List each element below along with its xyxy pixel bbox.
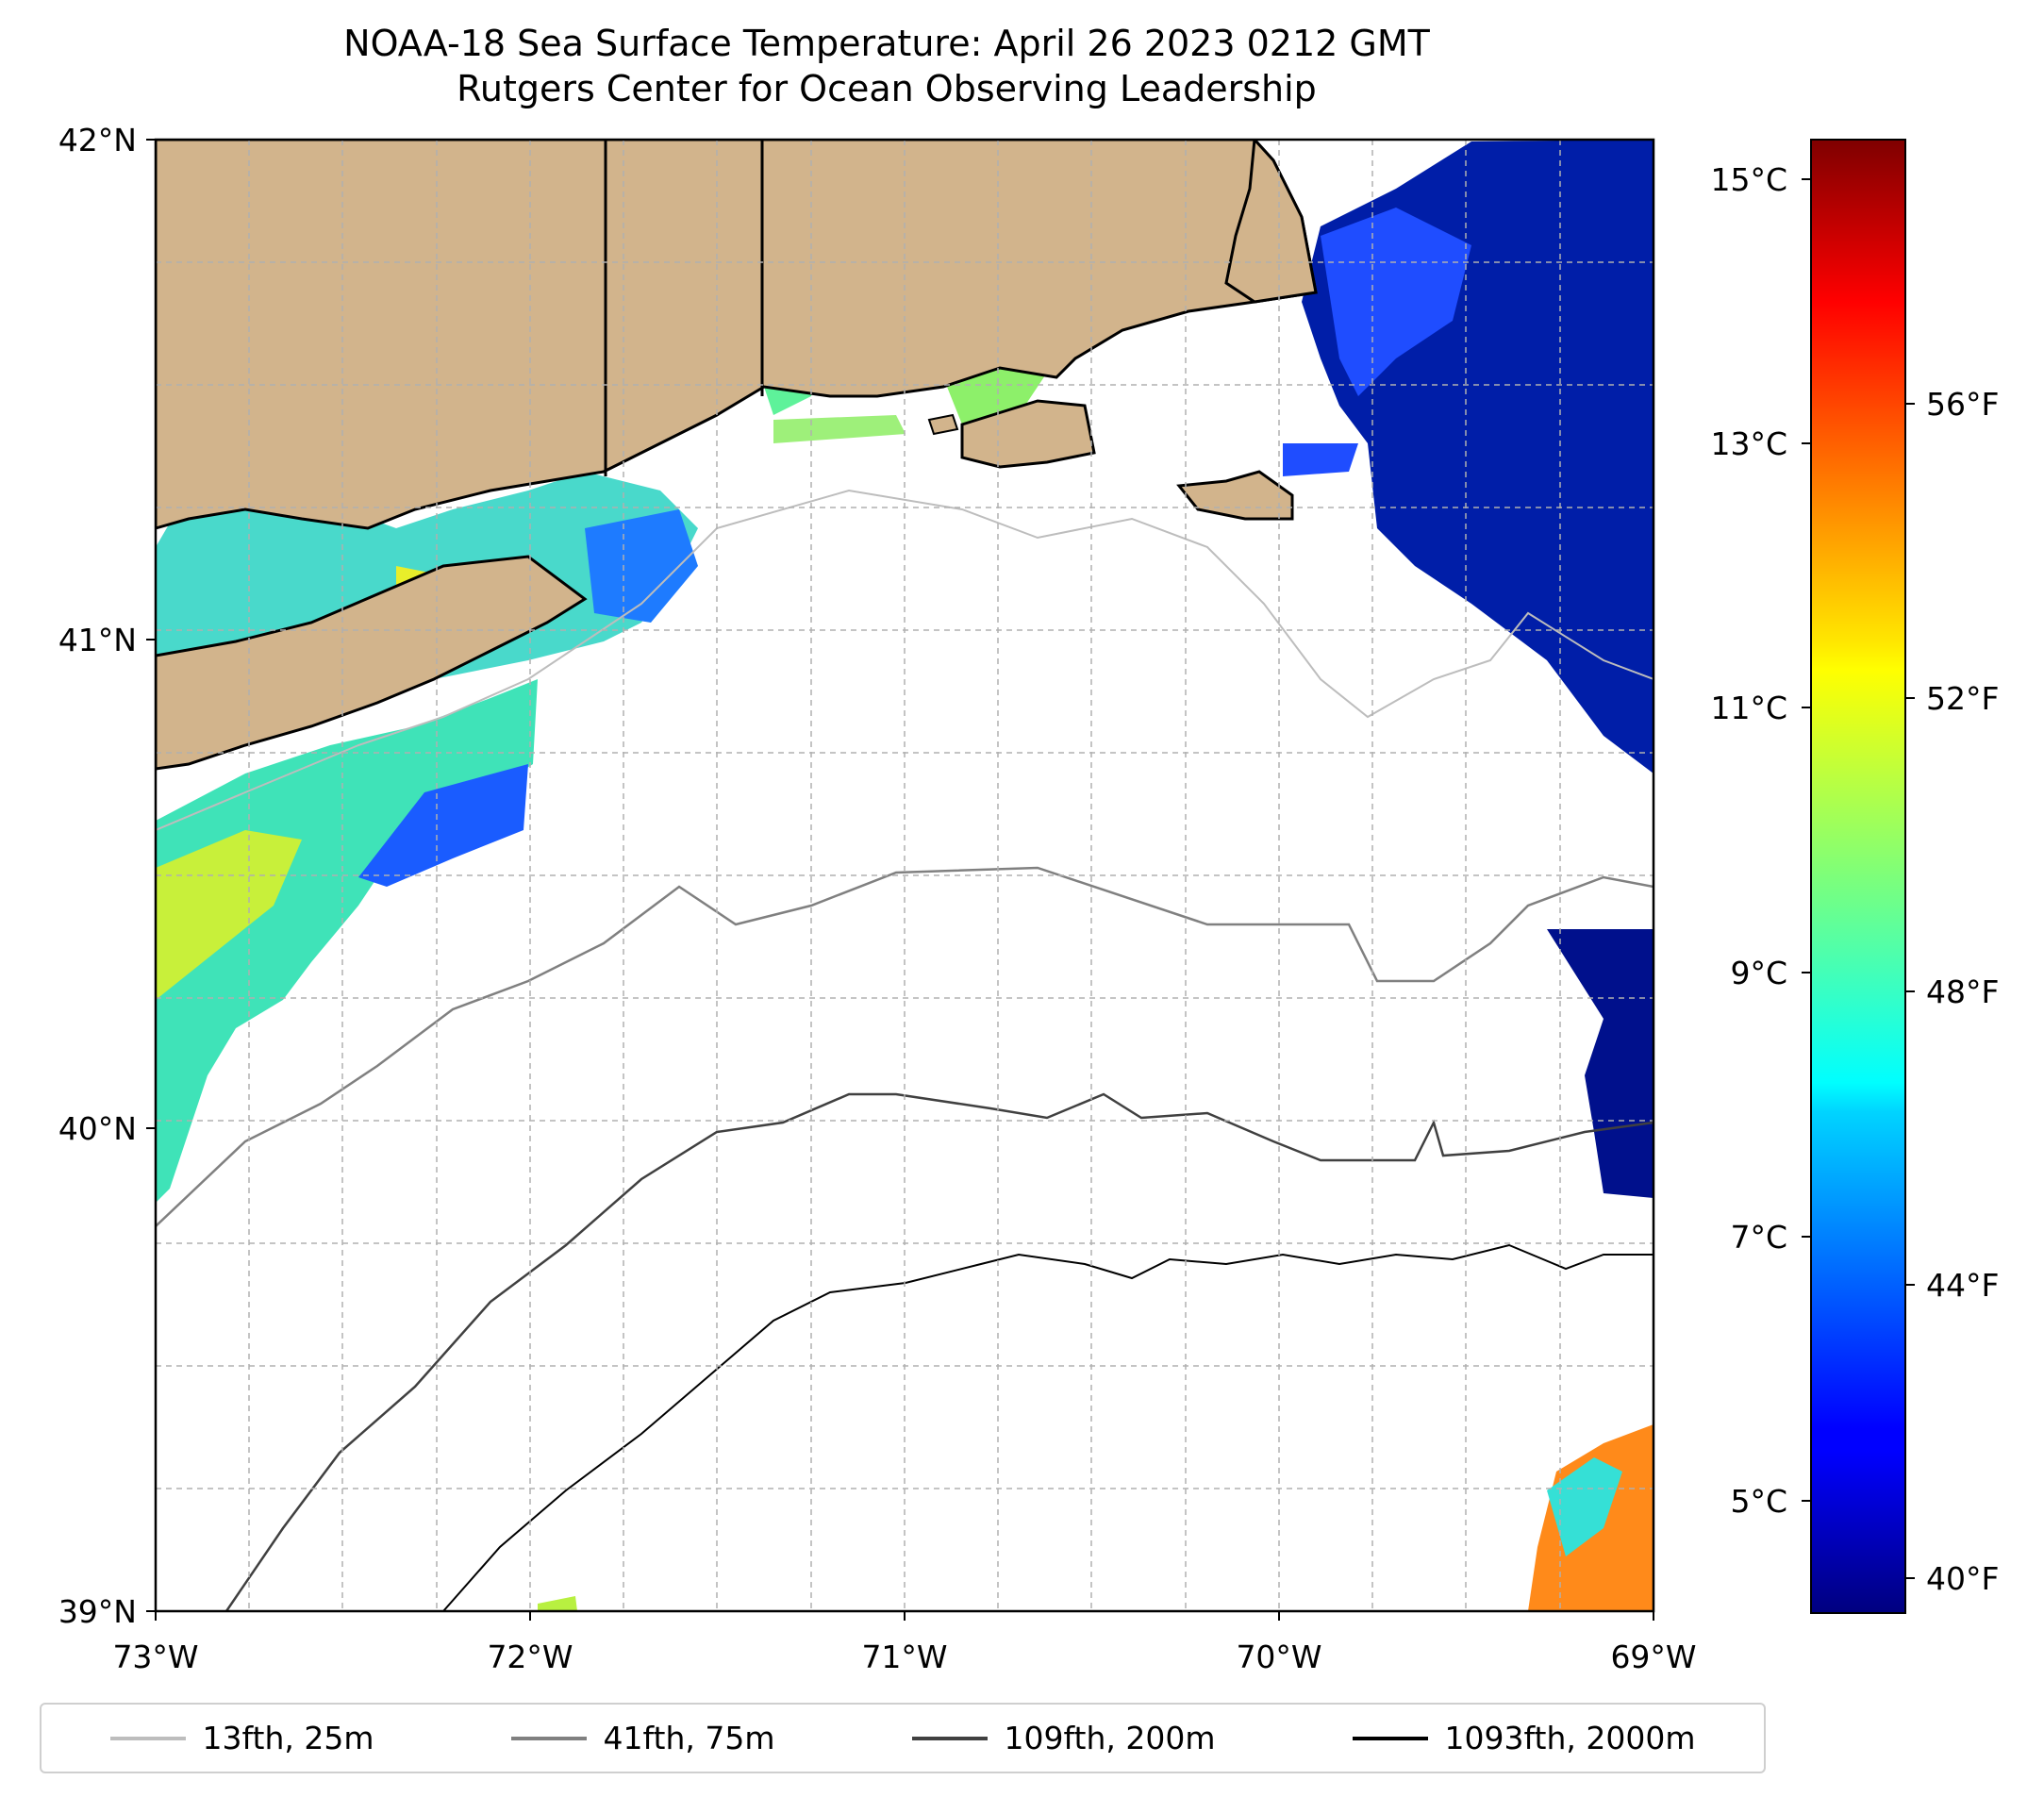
axis-ticks <box>146 139 1654 1621</box>
sst-patch-south-yellow <box>156 830 302 1000</box>
title-line-1: NOAA-18 Sea Surface Temperature: April 2… <box>343 23 1430 64</box>
celsius-label-11: 11°C <box>1710 690 1787 726</box>
sst-patch-shelf-east <box>1547 929 1653 1198</box>
lon-label-73: 73°W <box>112 1639 198 1675</box>
lat-label-42: 42°N <box>58 122 137 158</box>
lat-label-40: 40°N <box>58 1110 137 1147</box>
fahrenheit-label-44: 44°F <box>1926 1267 1999 1304</box>
legend-item-75m: 41fth, 75m <box>510 1720 775 1756</box>
lon-label-70: 70°W <box>1236 1639 1321 1675</box>
sst-patch-sound-blue <box>585 509 698 623</box>
legend-item-200m: 109fth, 200m <box>911 1720 1216 1756</box>
celsius-label-15: 15°C <box>1710 161 1787 198</box>
celsius-label-5: 5°C <box>1730 1483 1787 1520</box>
legend-swatch-75m <box>510 1736 587 1740</box>
legend-item-25m: 13fth, 25m <box>109 1720 374 1756</box>
fahrenheit-label-56: 56°F <box>1926 386 1999 423</box>
lon-label-71: 71°W <box>861 1639 947 1675</box>
contour-25m <box>156 489 1653 831</box>
lon-label-69: 69°W <box>1610 1639 1696 1675</box>
legend-label-75m: 41fth, 75m <box>603 1720 775 1756</box>
marthas-vineyard <box>960 399 1096 469</box>
celsius-ticks <box>1802 178 1811 1502</box>
fahrenheit-label-40: 40°F <box>1926 1560 1999 1597</box>
celsius-label-7: 7°C <box>1730 1219 1787 1256</box>
block-island <box>927 413 959 436</box>
bathymetry-layer <box>156 489 1653 1611</box>
cape-cod <box>1224 140 1318 304</box>
land-layer <box>156 140 1318 771</box>
legend-label-2000m: 1093fth, 2000m <box>1444 1720 1696 1756</box>
fahrenheit-label-48: 48°F <box>1926 973 1999 1010</box>
fahrenheit-ticks <box>1905 403 1915 1579</box>
celsius-label-13: 13°C <box>1710 425 1787 462</box>
contour-75m <box>156 866 1653 1227</box>
sst-patch-south-blue <box>358 764 528 887</box>
long-island <box>156 555 588 771</box>
contour-2000m <box>442 1243 1653 1611</box>
sst-patch-warm-southeast-cyan <box>1547 1457 1622 1556</box>
sst-patch-vineyard-strip <box>773 415 906 443</box>
legend-item-2000m: 1093fth, 2000m <box>1352 1720 1696 1756</box>
lat-label-41: 41°N <box>58 622 137 658</box>
legend-swatch-2000m <box>1352 1736 1428 1740</box>
legend-swatch-200m <box>911 1736 988 1740</box>
legend-swatch-25m <box>109 1736 186 1740</box>
legend-label-25m: 13fth, 25m <box>202 1720 374 1756</box>
celsius-label-9: 9°C <box>1730 955 1787 991</box>
map-title: NOAA-18 Sea Surface Temperature: April 2… <box>0 21 1773 111</box>
legend-label-200m: 109fth, 200m <box>1004 1720 1216 1756</box>
contour-legend: 13fth, 25m 41fth, 75m 109fth, 200m 1093f… <box>40 1703 1766 1773</box>
sst-patch-small-south <box>538 1596 577 1611</box>
contour-200m <box>224 1092 1653 1611</box>
lon-label-72: 72°W <box>487 1639 573 1675</box>
gridlines <box>156 140 1653 1611</box>
fahrenheit-label-52: 52°F <box>1926 680 1999 717</box>
sst-patch-gulf-of-maine-blue <box>1321 208 1471 396</box>
lat-label-39: 39°N <box>58 1593 137 1630</box>
title-line-2: Rutgers Center for Ocean Observing Leade… <box>457 68 1317 109</box>
colorbar <box>1810 139 1906 1614</box>
sst-patch-nantucket-east <box>1283 443 1358 476</box>
